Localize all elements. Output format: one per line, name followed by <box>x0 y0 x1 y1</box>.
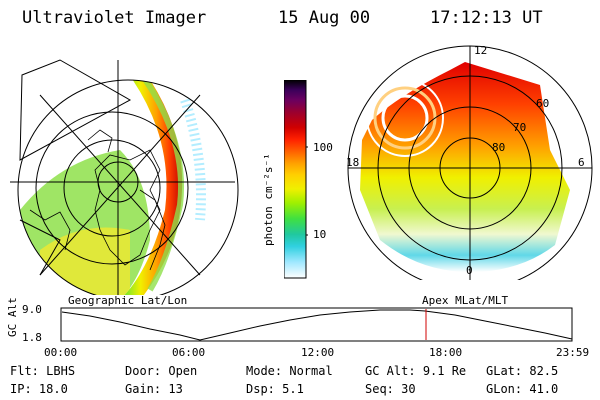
ip-value: 18.0 <box>38 382 68 396</box>
dsp-label: Dsp: <box>246 382 275 396</box>
mlat-label-80: 80 <box>492 141 506 154</box>
altitude-ytick-max: 9.0 <box>22 303 42 316</box>
altitude-plot <box>60 307 573 342</box>
ip-label: IP: <box>10 382 32 396</box>
filter-label: Flt: <box>10 364 39 378</box>
mode-label: Mode: <box>246 364 283 378</box>
mlt-label-12: 12 <box>474 44 488 57</box>
instrument-title: Ultraviolet Imager <box>22 8 207 28</box>
dsp-value: 5.1 <box>282 382 304 396</box>
colorbar <box>284 80 308 279</box>
altitude-xtick-1200: 12:00 <box>301 346 335 359</box>
seq-label: Seq: <box>365 382 394 396</box>
time-label: 17:12:13 UT <box>430 8 543 28</box>
altitude-xtick-1800: 18:00 <box>429 346 463 359</box>
mlt-label-18: 18 <box>346 156 360 169</box>
door-label: Door: <box>125 364 162 378</box>
right-panel-caption: Apex MLat/MLT <box>422 294 509 307</box>
colorbar-tick-10: 10 <box>313 228 327 241</box>
mode-value: Normal <box>289 364 333 378</box>
gcalt-value: 9.1 Re <box>422 364 467 378</box>
mlat-label-60: 60 <box>536 97 550 110</box>
door-value: Open <box>168 364 198 378</box>
glat-value: 82.5 <box>529 364 559 378</box>
glon-label: GLon: <box>486 382 523 396</box>
gain-label: Gain: <box>125 382 162 396</box>
filter-value: LBHS <box>46 364 76 378</box>
colorbar-unit-label: photon cm⁻²s⁻¹ <box>262 153 275 246</box>
seq-value: 30 <box>401 382 416 396</box>
glat-label: GLat: <box>486 364 523 378</box>
mlt-label-0: 0 <box>466 264 473 277</box>
colorbar-tick-100: 100 <box>313 141 333 154</box>
mlt-label-6: 6 <box>578 156 585 169</box>
geographic-image-panel <box>10 59 239 295</box>
altitude-ytick-min: 1.8 <box>22 331 42 344</box>
altitude-ylabel: GC Alt <box>6 297 19 337</box>
apex-polar-panel <box>347 45 593 280</box>
altitude-xtick-0600: 06:00 <box>172 346 206 359</box>
mlat-label-70: 70 <box>513 121 527 134</box>
glon-value: 41.0 <box>529 382 559 396</box>
date-label: 15 Aug 00 <box>278 8 371 28</box>
altitude-xtick-0000: 00:00 <box>44 346 78 359</box>
gcalt-label: GC Alt: <box>365 364 416 378</box>
gain-value: 13 <box>168 382 183 396</box>
left-panel-caption: Geographic Lat/Lon <box>68 294 188 307</box>
altitude-xtick-2359: 23:59 <box>556 346 590 359</box>
